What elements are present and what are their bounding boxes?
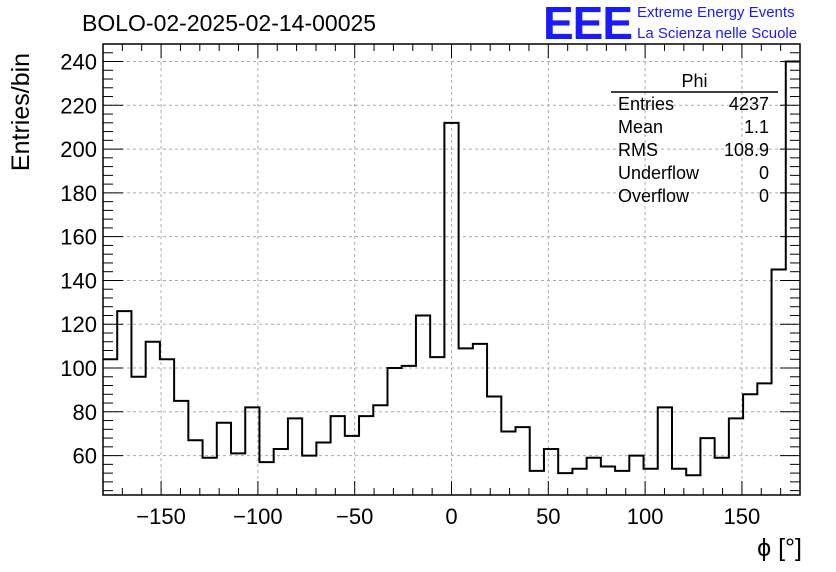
histogram-bin (259, 462, 273, 495)
stats-label: Mean (618, 117, 663, 137)
histogram-bin (530, 471, 544, 495)
histogram-bin (729, 418, 743, 495)
histogram-bin (288, 418, 302, 495)
histogram-bin (644, 469, 658, 495)
y-tick-label: 180 (60, 181, 97, 206)
stats-label: Overflow (618, 186, 690, 206)
histogram-bin (700, 438, 714, 495)
x-tick-label: 100 (627, 504, 664, 529)
y-tick-label: 200 (60, 137, 97, 162)
logo-line-2: La Scienza nelle Scuole (637, 25, 798, 42)
x-tick-label: −100 (233, 504, 283, 529)
histogram-bin (786, 62, 800, 495)
y-tick-label: 160 (60, 225, 97, 250)
x-tick-label: −50 (336, 504, 373, 529)
stats-value: 4237 (729, 94, 769, 114)
histogram-bin (601, 467, 615, 495)
stats-label: Entries (618, 94, 674, 114)
stats-value: 108.9 (724, 140, 769, 160)
stats-value: 1.1 (744, 117, 769, 137)
histogram-bin (572, 469, 586, 495)
histogram-bin (686, 475, 700, 495)
y-tick-label: 240 (60, 50, 97, 75)
histogram-bin (501, 432, 515, 495)
histogram-bin (103, 359, 117, 495)
y-axis-label: Entries/bin (7, 52, 35, 172)
x-tick-label: 0 (445, 504, 457, 529)
y-tick-label: 140 (60, 268, 97, 293)
y-tick-label: 220 (60, 93, 97, 118)
logo-line-1: Extreme Energy Events (637, 4, 795, 21)
histogram-bin (544, 449, 558, 495)
x-tick-label: 50 (536, 504, 560, 529)
histogram-bin (117, 311, 131, 495)
stats-label: RMS (618, 140, 658, 160)
histogram-bin (245, 407, 259, 495)
histogram-bin (387, 368, 401, 495)
x-tick-label: −150 (136, 504, 186, 529)
histogram-bin (715, 458, 729, 495)
y-tick-label: 100 (60, 356, 97, 381)
histogram-bin (131, 377, 145, 495)
histogram-bin (743, 394, 757, 495)
x-axis-label: ϕ [°] (757, 534, 802, 562)
y-axis-label-wrap: Entries/bin (7, 53, 37, 171)
stats-value: 0 (759, 186, 769, 206)
histogram-bin (174, 401, 188, 495)
histogram-bin (516, 427, 530, 495)
chart-title: BOLO-02-2025-02-14-00025 (82, 10, 377, 36)
y-tick-label: 60 (73, 444, 97, 469)
histogram-bin (459, 348, 473, 495)
histogram-bin (316, 442, 330, 495)
histogram-bin (416, 315, 430, 495)
histogram-bin (757, 383, 771, 495)
eee-logo: EEE (543, 0, 633, 49)
stats-value: 0 (759, 163, 769, 183)
histogram-bin (203, 458, 217, 495)
histogram-bin (373, 405, 387, 495)
y-tick-label: 120 (60, 312, 97, 337)
histogram-bin (772, 270, 786, 496)
x-tick-label: 150 (724, 504, 761, 529)
histogram-bin (345, 436, 359, 495)
histogram-bin (558, 473, 572, 495)
histogram-bin (160, 359, 174, 495)
histogram-bin (217, 423, 231, 495)
histogram-bin (487, 396, 501, 495)
y-tick-label: 80 (73, 400, 97, 425)
histogram-bin (615, 471, 629, 495)
stats-box-title: Phi (681, 71, 707, 91)
histogram-bin (629, 456, 643, 495)
histogram-bin (587, 458, 601, 495)
histogram-outline (103, 60, 800, 477)
histogram-bin (146, 342, 160, 495)
stats-label: Underflow (618, 163, 700, 183)
histogram-bin (473, 344, 487, 495)
histogram-bin (430, 357, 444, 495)
histogram-bin (302, 456, 316, 495)
histogram-bin (658, 407, 672, 495)
histogram-bin (188, 440, 202, 495)
histogram-bin (402, 366, 416, 495)
